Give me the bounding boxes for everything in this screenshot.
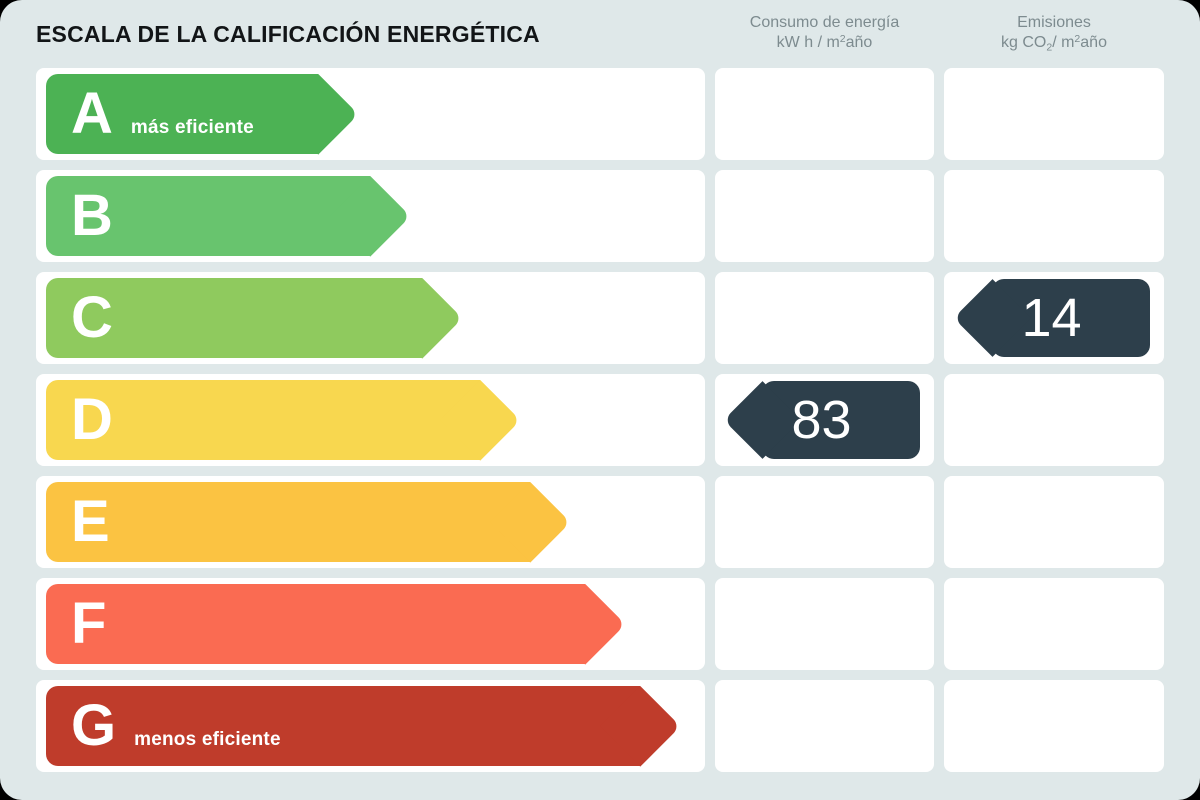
rating-arrow-c: C	[46, 278, 422, 358]
emissions-value-arrow: 14	[992, 279, 1150, 357]
consumo-cell-e	[715, 476, 934, 568]
rating-arrow-e: E	[46, 482, 530, 562]
rating-letter-b: B	[71, 183, 113, 248]
emissions-value: 14	[1021, 288, 1082, 348]
consumo-header-unit: kW h / m2año	[776, 32, 873, 51]
emisiones-cell-e	[944, 476, 1164, 568]
emisiones-cell-g	[944, 680, 1164, 772]
emisiones-cell-c: 14	[944, 272, 1164, 364]
emisiones-cell-a	[944, 68, 1164, 160]
scale-cell-e: E	[36, 476, 705, 568]
consumo-cell-g	[715, 680, 934, 772]
header: ESCALA DE LA CALIFICACIÓN ENERGÉTICA Con…	[36, 0, 1164, 68]
scale-cell-b: B	[36, 170, 705, 262]
rating-table: A más eficiente B C 14	[36, 68, 1164, 772]
rating-letter-e: E	[71, 489, 110, 554]
emisiones-header-unit: kg CO2/ m2año	[1001, 32, 1107, 53]
scale-cell-a: A más eficiente	[36, 68, 705, 160]
rating-arrow-f: F	[46, 584, 585, 664]
rating-note-a: más eficiente	[130, 117, 254, 138]
emisiones-cell-f	[944, 578, 1164, 670]
rating-arrow-b: B	[46, 176, 370, 256]
emisiones-cell-d	[944, 374, 1164, 466]
consumo-cell-f	[715, 578, 934, 670]
scale-cell-g: G menos eficiente	[36, 680, 705, 772]
scale-cell-f: F	[36, 578, 705, 670]
emisiones-header-line1: Emisiones	[1017, 14, 1091, 31]
column-header-consumo: Consumo de energía kW h / m2año	[715, 13, 934, 52]
rating-arrow-a: A más eficiente	[46, 74, 318, 154]
column-header-emisiones: Emisiones kg CO2/ m2año	[944, 13, 1164, 52]
consumo-cell-d: 83	[715, 374, 934, 466]
consumo-cell-b	[715, 170, 934, 262]
consumption-value: 83	[791, 390, 852, 450]
rating-letter-f: F	[71, 591, 107, 656]
rating-letter-d: D	[71, 387, 113, 452]
consumo-cell-a	[715, 68, 934, 160]
emisiones-cell-b	[944, 170, 1164, 262]
rating-letter-c: C	[71, 285, 113, 350]
consumo-cell-c	[715, 272, 934, 364]
rating-letter-a: A	[71, 81, 113, 146]
page-title: ESCALA DE LA CALIFICACIÓN ENERGÉTICA	[36, 21, 540, 47]
rating-arrow-g: G menos eficiente	[46, 686, 640, 766]
rating-note-g: menos eficiente	[134, 729, 281, 750]
scale-cell-d: D	[36, 374, 705, 466]
rating-arrow-d: D	[46, 380, 480, 460]
scale-cell-c: C	[36, 272, 705, 364]
rating-letter-g: G	[71, 693, 117, 758]
consumption-value-arrow: 83	[762, 381, 920, 459]
consumo-header-line1: Consumo de energía	[749, 14, 900, 31]
